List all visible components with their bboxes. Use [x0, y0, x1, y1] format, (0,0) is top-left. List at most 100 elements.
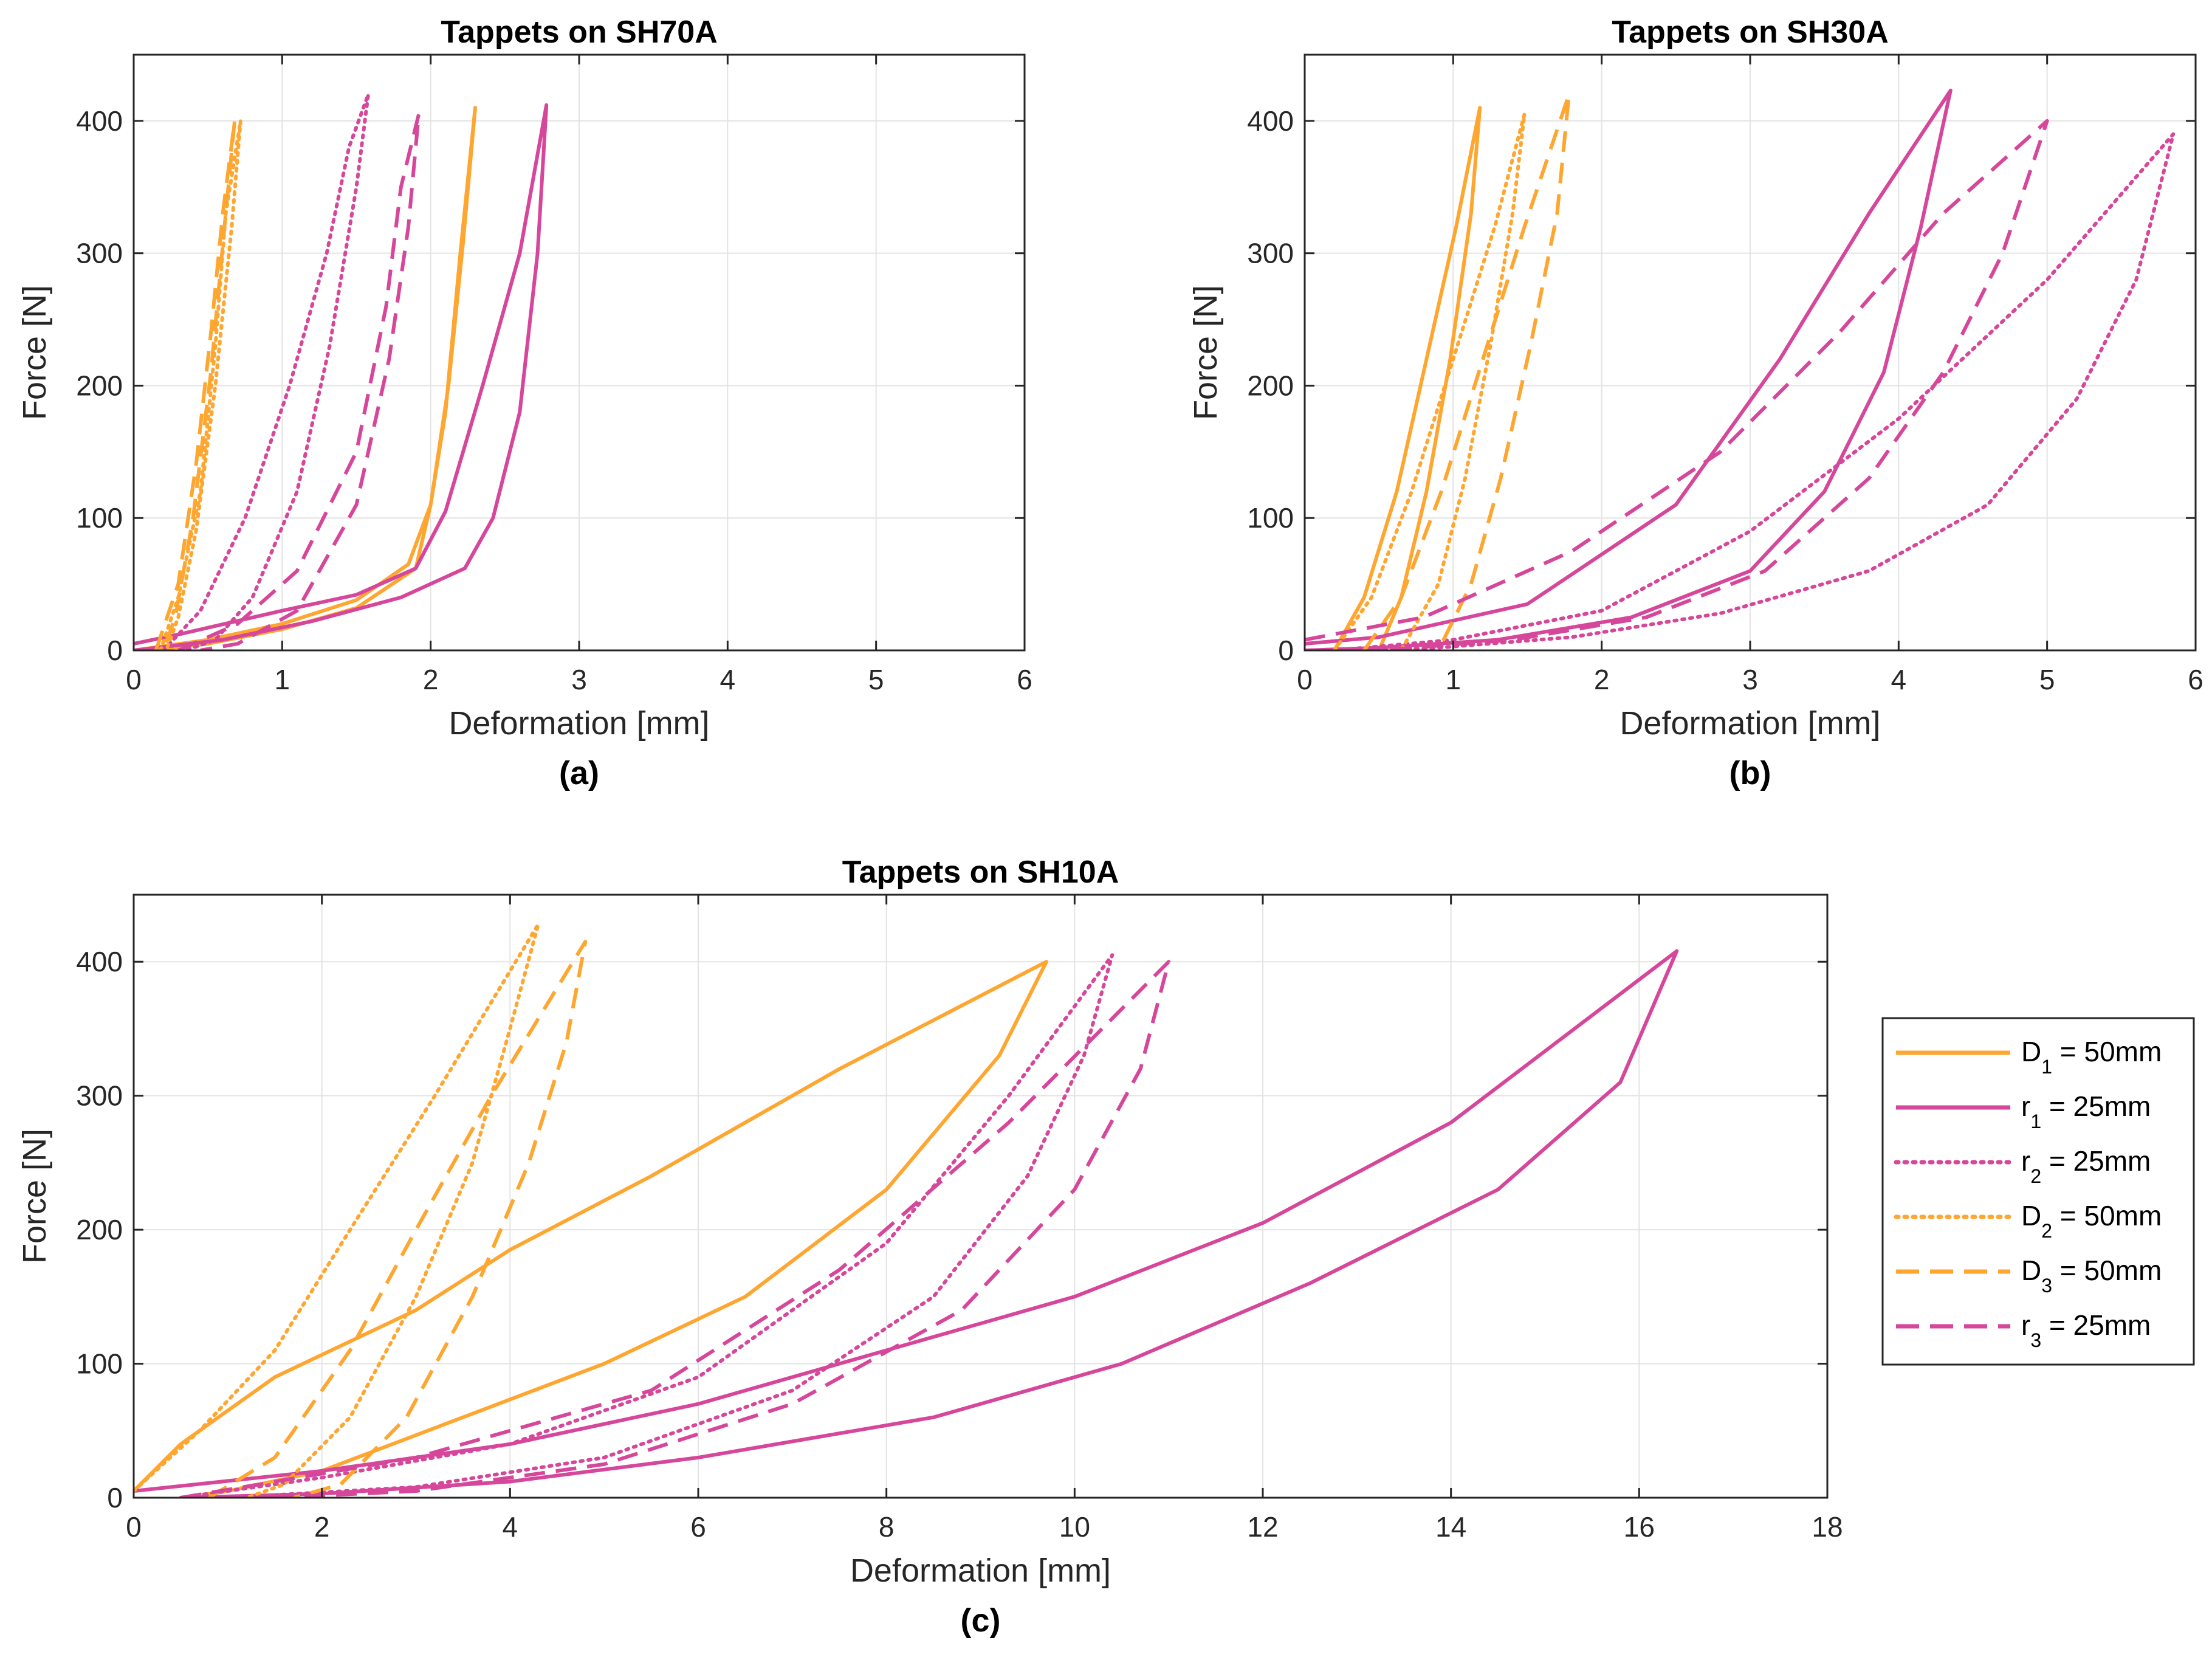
legend-value: = 50mm [2052, 1036, 2162, 1067]
y-tick-label: 0 [1278, 635, 1294, 666]
series-group [134, 922, 1679, 1498]
panel-caption: (a) [559, 755, 599, 791]
series-line [1362, 92, 1571, 650]
legend-symbol: D [2021, 1036, 2041, 1067]
x-tick-label: 2 [423, 664, 439, 695]
series-line [180, 960, 1171, 1498]
x-tick-label: 6 [690, 1511, 706, 1543]
x-axis-label: Deformation [mm] [1619, 705, 1880, 742]
legend-subscript: 1 [2030, 1111, 2041, 1132]
x-tick-label: 16 [1624, 1511, 1655, 1543]
y-tick-label: 100 [1247, 502, 1294, 534]
legend-value: = 25mm [2041, 1090, 2151, 1122]
x-tick-label: 14 [1435, 1511, 1466, 1543]
y-tick-label: 400 [76, 946, 123, 977]
chart-title: Tappets on SH70A [441, 15, 718, 50]
x-tick-label: 0 [1297, 664, 1313, 695]
y-tick-label: 100 [76, 1348, 123, 1380]
chart-panel-c: 0 2 4 6 8 10 12 14 16 18 0 100 200 300 400 Tappets on S… [16, 855, 1843, 1639]
legend-entry-label: D3 = 50mm [2021, 1255, 2162, 1297]
panel-caption: (b) [1729, 755, 1771, 791]
x-tick-label: 2 [314, 1511, 330, 1543]
chart-panel-b: 0 1 2 3 4 5 6 0 100 200 300 400 Tappets on SH30A Defo… [1187, 15, 2203, 791]
series-line [177, 112, 421, 650]
x-tick-label: 4 [1891, 664, 1907, 695]
legend-subscript: 3 [2030, 1329, 2041, 1351]
series-line [208, 940, 588, 1498]
legend-subscript: 2 [2041, 1220, 2052, 1242]
y-tick-label: 200 [76, 370, 123, 401]
x-tick-label: 4 [720, 664, 736, 695]
x-tick-label: 10 [1059, 1511, 1090, 1543]
legend-symbol: r [2021, 1145, 2030, 1177]
legend-entry-label: r1 = 25mm [2021, 1090, 2151, 1132]
legend-value: = 25mm [2041, 1145, 2151, 1177]
legend-entry-label: D1 = 50mm [2021, 1036, 2162, 1078]
x-tick-label: 4 [503, 1511, 518, 1543]
y-tick-label: 300 [76, 238, 123, 269]
x-tick-label: 5 [868, 664, 884, 695]
legend-symbol: D [2021, 1255, 2041, 1286]
y-tick-label: 300 [1247, 238, 1294, 269]
legend-value: = 25mm [2041, 1309, 2151, 1341]
y-tick-label: 400 [1247, 105, 1294, 137]
legend-subscript: 3 [2041, 1275, 2052, 1297]
x-tick-label: 12 [1247, 1511, 1278, 1543]
legend-symbol: r [2021, 1090, 2030, 1122]
y-tick-label: 100 [76, 502, 123, 534]
legend-value: = 50mm [2052, 1200, 2162, 1231]
legend-subscript: 1 [2041, 1056, 2052, 1078]
y-tick-label: 0 [107, 635, 123, 666]
x-tick-label: 18 [1812, 1511, 1843, 1543]
x-tick-label: 5 [2039, 664, 2055, 695]
y-tick-label: 200 [76, 1214, 123, 1245]
series-line [134, 922, 540, 1498]
series-line [1332, 132, 2176, 650]
x-tick-label: 8 [879, 1511, 895, 1543]
chart-title: Tappets on SH10A [842, 855, 1119, 890]
x-tick-label: 6 [2188, 664, 2203, 695]
y-tick-label: 300 [76, 1080, 123, 1112]
legend-subscript: 2 [2030, 1165, 2041, 1187]
x-axis-label: Deformation [mm] [850, 1552, 1111, 1589]
chart-panel-a: 0 1 2 3 4 5 6 0 100 200 300 400 Tappets on SH70A Defo… [16, 15, 1032, 791]
panel-caption: (c) [961, 1602, 1001, 1639]
series-line [1332, 112, 1527, 650]
y-tick-label: 0 [107, 1482, 123, 1514]
legend-entry-label: r3 = 25mm [2021, 1309, 2151, 1351]
x-tick-label: 0 [126, 1511, 142, 1543]
legend-entry-label: r2 = 25mm [2021, 1145, 2151, 1187]
x-tick-label: 1 [1446, 664, 1461, 695]
x-tick-label: 3 [1742, 664, 1758, 695]
y-axis-label: Force [N] [1187, 285, 1224, 420]
y-axis-label: Force [N] [16, 1129, 53, 1264]
series-line [1305, 119, 2049, 650]
legend-value: = 50mm [2052, 1255, 2162, 1286]
series-group [134, 92, 549, 650]
x-tick-label: 6 [1017, 664, 1032, 695]
series-group [1305, 88, 2176, 650]
y-tick-label: 400 [76, 105, 123, 137]
series-line [134, 960, 1048, 1498]
y-tick-label: 200 [1247, 370, 1294, 401]
series-line [134, 949, 1679, 1498]
x-axis-label: Deformation [mm] [448, 705, 709, 742]
y-axis-label: Force [N] [16, 285, 53, 420]
x-tick-label: 2 [1594, 664, 1610, 695]
series-line [161, 92, 370, 650]
legend-entry-label: D2 = 50mm [2021, 1200, 2162, 1242]
chart-title: Tappets on SH30A [1612, 15, 1889, 50]
series-line [1305, 88, 1953, 650]
legend-box [1881, 1017, 2195, 1366]
plot-frame [132, 894, 1829, 1499]
x-tick-label: 1 [275, 664, 290, 695]
legend-symbol: D [2021, 1200, 2041, 1231]
series-line [159, 119, 242, 650]
x-tick-label: 3 [571, 664, 587, 695]
series-line [134, 103, 549, 650]
x-tick-label: 0 [126, 664, 142, 695]
series-line [179, 953, 1115, 1498]
series-line [1333, 106, 1482, 650]
